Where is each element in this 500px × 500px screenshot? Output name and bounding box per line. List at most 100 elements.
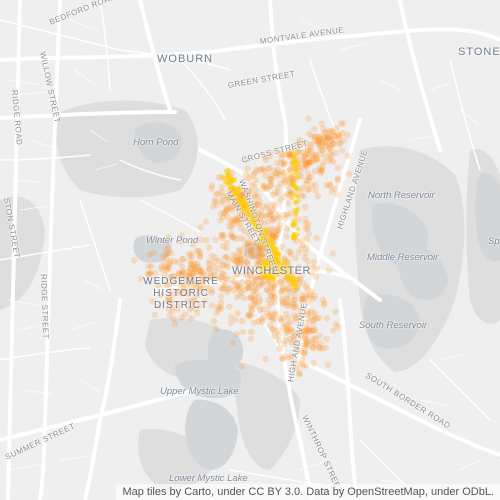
incident-point xyxy=(275,228,282,235)
incident-point xyxy=(318,167,326,174)
incident-point xyxy=(318,147,325,154)
incident-point xyxy=(146,251,154,259)
incident-point xyxy=(167,257,175,265)
incident-point xyxy=(196,267,203,274)
incident-point xyxy=(295,249,302,256)
incident-point xyxy=(283,326,291,333)
incident-point xyxy=(325,135,332,142)
incident-point xyxy=(245,284,252,291)
incident-point xyxy=(191,296,198,303)
incident-point xyxy=(278,355,286,362)
incident-point xyxy=(285,248,292,255)
incident-point xyxy=(157,291,164,299)
incident-point xyxy=(259,280,266,288)
incident-point xyxy=(322,134,329,141)
incident-point xyxy=(230,191,236,197)
incident-point xyxy=(179,288,186,295)
incident-point xyxy=(243,156,250,163)
incident-point xyxy=(255,282,263,290)
incident-point xyxy=(247,248,254,255)
incident-point xyxy=(296,276,303,283)
incident-point xyxy=(252,176,259,183)
incident-point xyxy=(216,303,224,310)
incident-point xyxy=(262,212,270,220)
incident-point xyxy=(340,120,347,127)
incident-point xyxy=(284,321,291,328)
incident-point xyxy=(332,308,339,315)
incident-point xyxy=(323,335,330,342)
incident-point xyxy=(154,282,161,289)
incident-point xyxy=(279,151,287,158)
incident-point xyxy=(211,197,218,204)
incident-point xyxy=(303,236,310,243)
incident-point xyxy=(202,289,209,296)
incident-point xyxy=(305,230,312,237)
incident-point xyxy=(265,165,272,173)
incident-point xyxy=(256,167,263,174)
incident-point xyxy=(259,315,267,322)
incident-point xyxy=(204,283,211,290)
incident-point xyxy=(259,250,266,258)
incident-point xyxy=(295,216,303,223)
incident-point xyxy=(229,339,237,346)
incident-point xyxy=(194,280,201,287)
incident-point xyxy=(271,229,278,236)
incident-point xyxy=(299,280,307,287)
incident-point xyxy=(165,296,172,304)
incident-point xyxy=(318,139,326,147)
street-texture xyxy=(7,19,481,485)
incident-point xyxy=(322,140,329,147)
incident-point xyxy=(258,251,266,259)
incident-point xyxy=(198,267,205,275)
incident-point xyxy=(158,265,165,273)
incident-point xyxy=(220,209,228,217)
incident-point xyxy=(169,303,176,310)
incident-point xyxy=(232,217,240,224)
incident-point xyxy=(335,136,343,143)
incident-point xyxy=(275,259,281,265)
incident-point xyxy=(286,166,293,174)
map-attribution[interactable]: Map tiles by Carto, under CC BY 3.0. Dat… xyxy=(116,484,500,500)
incident-point xyxy=(213,201,220,209)
incident-point xyxy=(323,315,331,322)
incident-point xyxy=(273,169,280,177)
incident-point xyxy=(223,275,230,283)
incident-point xyxy=(248,294,255,301)
incident-point xyxy=(245,313,252,320)
incident-point xyxy=(248,305,255,312)
incident-point xyxy=(321,299,328,306)
label-ridge-street: RIDGE STREET xyxy=(39,273,51,340)
incident-point xyxy=(306,159,313,167)
incident-point xyxy=(325,267,333,275)
incident-point xyxy=(344,152,352,159)
incident-point xyxy=(248,205,254,211)
incident-point xyxy=(252,186,260,193)
incident-point xyxy=(308,182,316,189)
incident-point xyxy=(250,199,258,207)
incident-point xyxy=(328,141,336,149)
incident-point xyxy=(270,326,277,334)
incident-point xyxy=(305,220,312,227)
incident-point xyxy=(310,327,318,334)
incident-point xyxy=(247,312,254,319)
incident-point xyxy=(291,165,297,171)
incident-point xyxy=(300,349,307,357)
incident-point xyxy=(220,284,227,291)
incident-point xyxy=(302,161,309,168)
incident-point xyxy=(267,182,275,189)
incident-point xyxy=(280,283,287,290)
label-winchester: WINCHESTER xyxy=(232,265,311,277)
incident-point xyxy=(335,131,342,138)
incident-point xyxy=(312,273,320,280)
incident-point xyxy=(272,293,279,301)
incident-point xyxy=(240,236,248,243)
incident-point xyxy=(302,181,310,188)
incident-point xyxy=(193,283,201,290)
incident-point xyxy=(180,275,187,282)
incident-point xyxy=(295,226,301,232)
incident-point xyxy=(209,274,216,281)
incident-point xyxy=(278,243,286,251)
incident-point xyxy=(206,266,213,273)
incident-point xyxy=(179,255,186,263)
